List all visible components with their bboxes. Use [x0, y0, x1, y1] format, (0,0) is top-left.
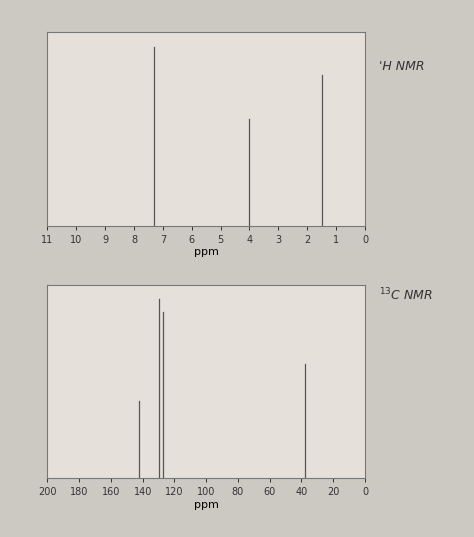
- X-axis label: ppm: ppm: [194, 248, 219, 257]
- Text: 'H NMR: 'H NMR: [379, 60, 425, 73]
- Text: $^{13}$C NMR: $^{13}$C NMR: [379, 287, 433, 304]
- X-axis label: ppm: ppm: [194, 500, 219, 510]
